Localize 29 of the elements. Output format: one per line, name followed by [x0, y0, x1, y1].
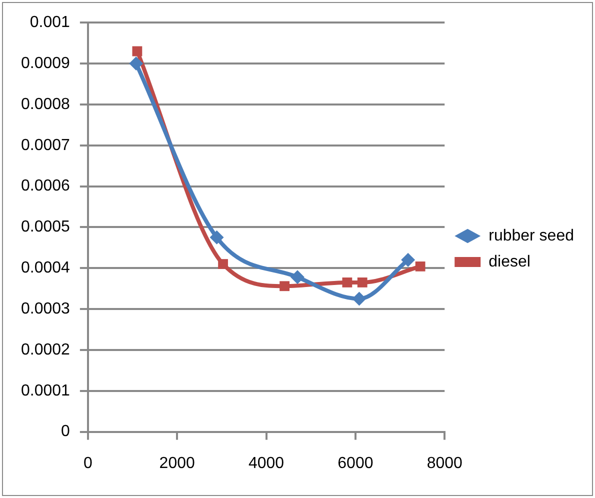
y-tick-label: 0.0006 — [21, 178, 70, 195]
y-tick-label: 0.0002 — [21, 341, 70, 358]
point — [280, 281, 290, 292]
y-tick-label: 0.0005 — [21, 218, 70, 236]
x-tick-label: 6000 — [338, 454, 374, 472]
y-tick-label: 0.0008 — [21, 96, 70, 113]
point — [218, 259, 228, 269]
point — [352, 292, 366, 306]
y-tick-label: 0.0001 — [21, 382, 70, 400]
legend-label: diesel — [488, 253, 530, 270]
y-tick-label: 0.0003 — [21, 300, 70, 318]
point — [415, 262, 426, 272]
point — [290, 270, 304, 284]
y-tick-label: 0 — [61, 423, 70, 440]
point — [210, 230, 224, 244]
point — [129, 56, 144, 71]
y-tick-label: 0.0004 — [21, 260, 70, 277]
point — [401, 252, 416, 267]
x-tick-label: 4000 — [248, 454, 284, 472]
legend-label: rubber seed — [488, 227, 574, 244]
x-tick-label: 8000 — [426, 454, 463, 472]
x-tick-label: 0 — [83, 454, 92, 472]
x-tick-label: 2000 — [159, 454, 196, 472]
point — [342, 277, 352, 288]
point — [357, 277, 368, 288]
y-tick-label: 0.0009 — [21, 54, 70, 72]
y-tick-label: 0.001 — [30, 14, 70, 32]
y-tick-label: 0.0007 — [21, 136, 70, 154]
point — [132, 46, 142, 56]
